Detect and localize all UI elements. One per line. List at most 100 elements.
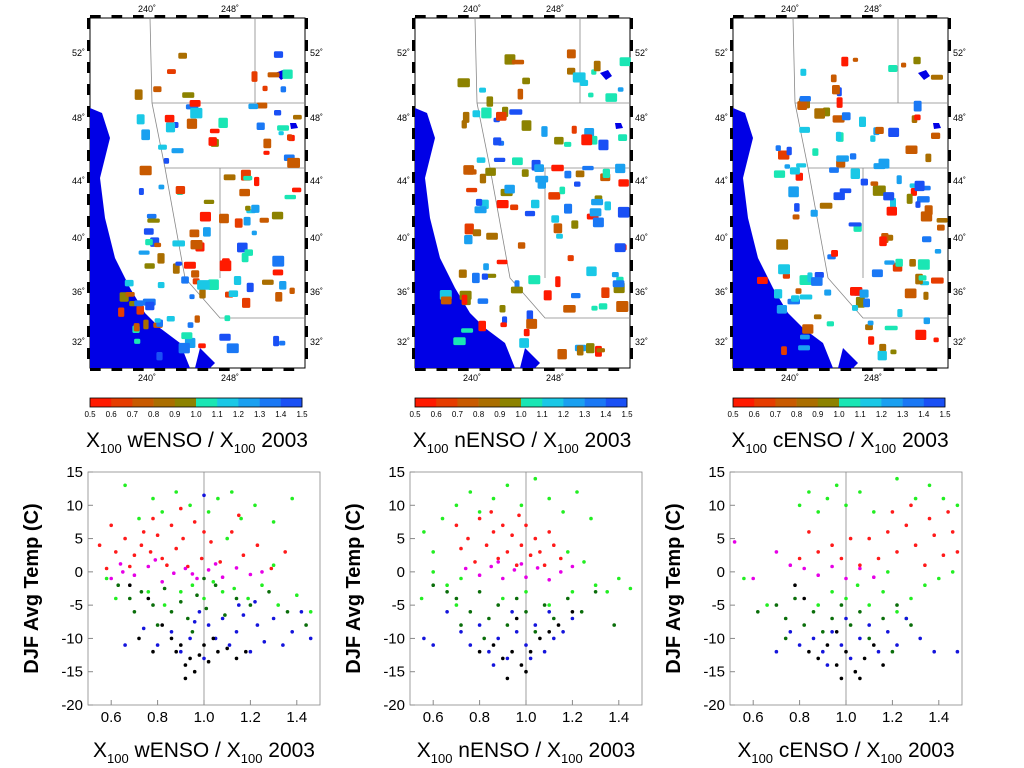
data-point xyxy=(853,669,858,674)
data-point xyxy=(628,586,633,591)
data-point xyxy=(190,630,195,634)
data-point xyxy=(267,590,271,594)
data-point xyxy=(276,603,281,607)
frame-stripe-left xyxy=(412,62,415,73)
frame-stripe-left xyxy=(87,238,90,249)
frame-stripe-bottom xyxy=(926,368,938,371)
data-point xyxy=(211,636,216,641)
colorbar-tick: 1.0 xyxy=(190,410,202,419)
y-tick-label: -10 xyxy=(383,630,405,647)
basin-patch xyxy=(472,229,482,237)
caption-part: X xyxy=(731,429,745,452)
lat-label-left: 44˚ xyxy=(397,176,410,186)
basin-patch xyxy=(243,216,251,226)
data-point xyxy=(528,649,533,654)
map-wenso: 240˚ 240˚ 248˚ 248˚ 52˚ 52˚ 48˚ 48˚ 44˚ 44˚ 40˚ 40˚… xyxy=(72,4,323,383)
data-point xyxy=(181,536,185,541)
data-point xyxy=(774,649,779,654)
basin-patch xyxy=(757,276,768,284)
data-point xyxy=(816,550,820,554)
frame-stripe-top xyxy=(133,15,144,18)
series-black xyxy=(793,583,885,681)
basin-patch xyxy=(841,56,849,67)
data-point xyxy=(491,530,496,534)
data-point xyxy=(783,636,788,641)
basin-patch xyxy=(819,202,833,209)
frame-stripe-bottom xyxy=(819,368,830,371)
basin-patch xyxy=(883,192,895,201)
basin-patch xyxy=(915,329,927,340)
basin-patch xyxy=(156,352,163,361)
scatter-0: 15 10 5 0 -5 -10 -15 -20 0.6 0.8 1.0 1.2 1.4 DJF Avg … xyxy=(21,464,321,766)
frame-stripe-left xyxy=(412,40,415,51)
basin-patch xyxy=(829,167,839,173)
data-point xyxy=(552,636,556,641)
basin-patch xyxy=(287,157,300,168)
frame-stripe-left xyxy=(412,282,415,293)
colorbar-cell xyxy=(259,398,282,407)
frame-stripe-right xyxy=(630,238,633,249)
x-tick-label: 0.8 xyxy=(147,709,168,726)
data-point xyxy=(463,566,468,571)
basin-patch xyxy=(134,89,143,100)
map-censo: 240˚ 240˚ 248˚ 248˚ 52˚ 52˚ 48˚ 48˚ 44˚ 44˚ 40˚ 40˚… xyxy=(715,4,966,383)
frame-stripe-right xyxy=(305,348,308,359)
colorbar-tick: 0.8 xyxy=(148,410,160,419)
basin-patch xyxy=(884,260,895,265)
frame-stripe-right xyxy=(948,172,951,183)
data-point xyxy=(445,610,449,614)
frame-stripe-right xyxy=(305,304,308,315)
data-point xyxy=(542,563,547,567)
data-point xyxy=(202,656,206,661)
frame-stripe-top xyxy=(565,15,577,18)
data-point xyxy=(477,573,482,577)
map-caption-wenso: X100 wENSO / X100 2003 xyxy=(86,429,308,456)
y-tick-label: 5 xyxy=(717,531,725,548)
basin-patch xyxy=(163,158,170,164)
basin-patch xyxy=(139,165,152,176)
data-point xyxy=(858,566,862,571)
frame-stripe-right xyxy=(948,62,951,73)
data-point xyxy=(501,596,505,601)
data-point xyxy=(459,576,463,581)
data-point xyxy=(459,623,463,627)
data-point xyxy=(281,643,285,647)
basin-patch xyxy=(859,116,866,127)
basin-patch xyxy=(251,230,257,236)
frame-stripe-bottom xyxy=(905,368,916,371)
frame-stripe-right xyxy=(630,84,633,95)
colorbar-cell xyxy=(923,398,946,407)
basin-patch xyxy=(189,229,200,238)
data-point xyxy=(153,558,158,562)
frame-stripe-left xyxy=(87,128,90,139)
frame-stripe-bottom xyxy=(240,368,252,371)
data-point xyxy=(445,590,449,594)
x-label-part: X xyxy=(737,739,751,762)
lon-label-bottom: 248˚ xyxy=(221,373,239,383)
data-point xyxy=(501,523,505,528)
colorbar-cell xyxy=(605,398,628,407)
colorbar-wenso: 0.5 0.6 0.7 0.8 0.9 1.0 1.1 1.2 1.3 1.4 1.5 xyxy=(84,397,308,419)
frame-stripe-right xyxy=(630,260,633,271)
frame-stripe-left xyxy=(730,18,733,29)
colorbar-tick: 1.2 xyxy=(233,410,245,419)
basin-patch xyxy=(852,305,859,311)
basin-patch xyxy=(798,345,810,351)
lat-label-right: 32˚ xyxy=(635,337,648,347)
data-point xyxy=(946,510,950,514)
data-point xyxy=(867,636,871,641)
ocean-area xyxy=(90,108,215,368)
lon-label-bottom: 240˚ xyxy=(463,373,481,383)
basin-patch xyxy=(279,340,286,346)
data-point xyxy=(566,550,570,554)
data-point xyxy=(299,610,304,614)
data-point xyxy=(244,649,248,654)
basin-patch xyxy=(931,132,941,139)
basin-patch xyxy=(209,128,220,134)
colorbar-frame xyxy=(414,397,628,408)
data-point xyxy=(477,623,482,627)
colorbar-cell xyxy=(902,398,925,407)
frame-stripe-top xyxy=(819,15,830,18)
data-point xyxy=(151,603,155,607)
basin-patch xyxy=(904,288,917,299)
